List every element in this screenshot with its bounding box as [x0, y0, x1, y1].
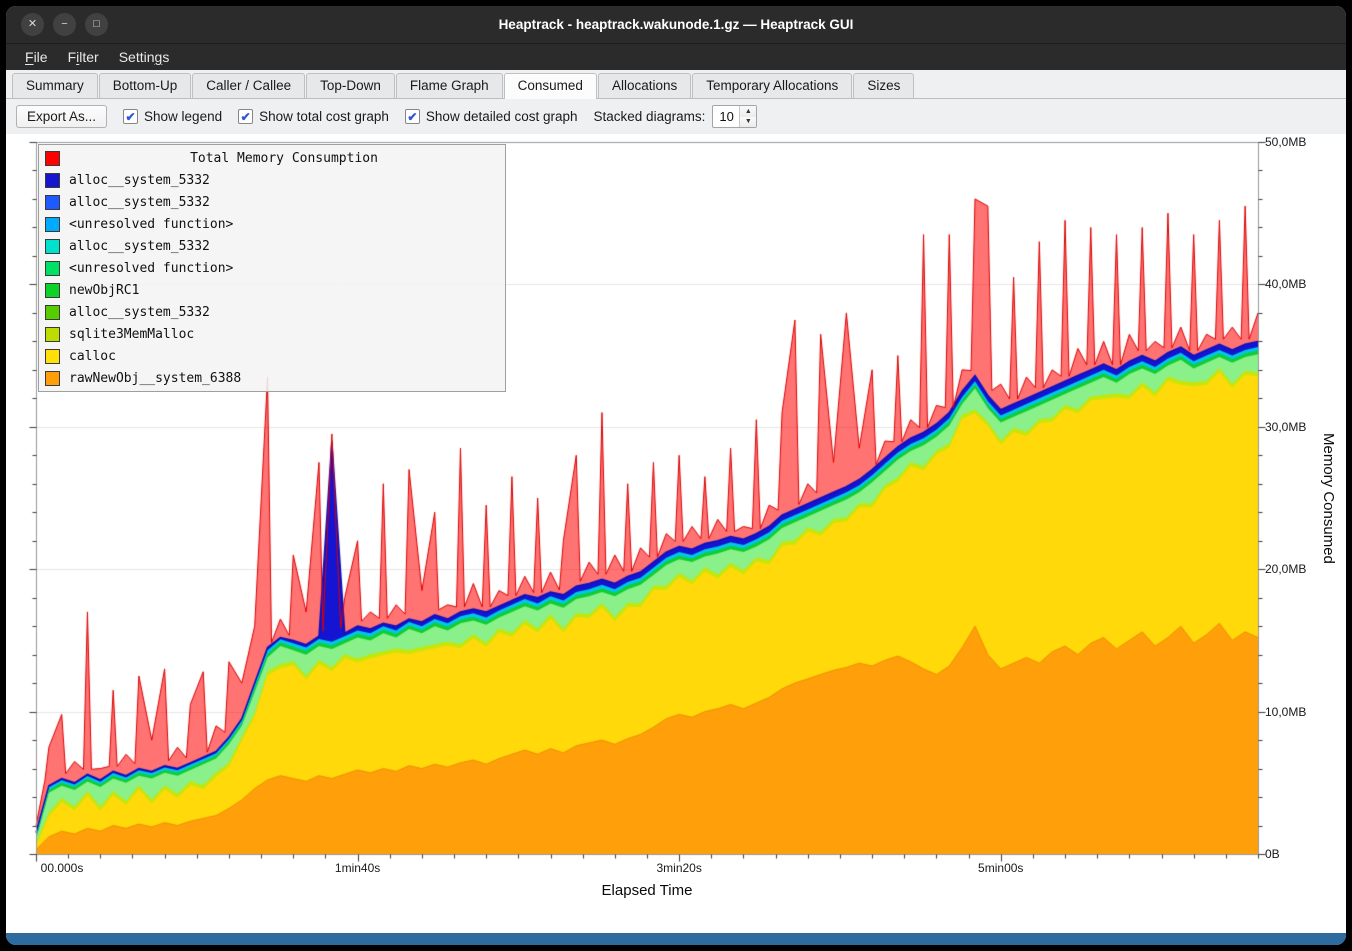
legend-label: alloc__system_5332	[69, 194, 210, 210]
legend-label: <unresolved function>	[69, 216, 234, 232]
legend-label: alloc__system_5332	[69, 304, 210, 320]
legend-label: calloc	[69, 348, 116, 364]
legend-swatch	[45, 348, 60, 364]
show-legend-label: Show legend	[144, 109, 223, 124]
tab-flame-graph[interactable]: Flame Graph	[395, 73, 503, 98]
stacked-diagrams-spinbox[interactable]: 10 ▲ ▼	[712, 105, 758, 128]
legend-swatch	[45, 194, 60, 210]
legend-item: alloc__system_5332	[39, 301, 505, 323]
window-title: Heaptrack - heaptrack.wakunode.1.gz — He…	[498, 17, 854, 32]
tab-allocations[interactable]: Allocations	[597, 73, 692, 98]
y-tick-label: 0B	[1265, 847, 1280, 861]
minimize-icon: −	[61, 18, 68, 30]
stacked-diagrams-value[interactable]: 10	[719, 109, 734, 124]
x-tick-label: 3min20s	[656, 861, 702, 875]
legend-item: newObjRC1	[39, 279, 505, 301]
tab-bottom-up[interactable]: Bottom-Up	[98, 73, 192, 98]
tab-sizes[interactable]: Sizes	[853, 73, 915, 98]
y-axis-title: Memory Consumed	[1320, 433, 1337, 564]
stacked-diagrams-group: Stacked diagrams: 10 ▲ ▼	[594, 105, 758, 128]
legend-item: rawNewObj__system_6388	[39, 367, 505, 389]
y-tick-label: 50,0MB	[1265, 135, 1307, 149]
legend-swatch	[45, 216, 60, 232]
menubar: File Filter Settings	[6, 44, 1346, 70]
export-as-button[interactable]: Export As...	[16, 105, 108, 128]
show-legend-checkbox[interactable]: ✔ Show legend	[123, 109, 222, 124]
tab-temporary-allocations[interactable]: Temporary Allocations	[692, 73, 853, 98]
legend-swatch	[45, 172, 60, 188]
show-total-cost-checkbox[interactable]: ✔ Show total cost graph	[238, 109, 389, 124]
legend-label: alloc__system_5332	[69, 238, 210, 254]
x-tick-label: 5min00s	[978, 861, 1024, 875]
legend-item: alloc__system_5332	[39, 169, 505, 191]
legend-item: <unresolved function>	[39, 213, 505, 235]
legend-label: sqlite3MemMalloc	[69, 326, 195, 342]
tab-summary[interactable]: Summary	[12, 73, 98, 98]
show-total-cost-label: Show total cost graph	[259, 109, 389, 124]
stacked-diagrams-label: Stacked diagrams:	[593, 109, 706, 124]
legend-label: newObjRC1	[69, 282, 140, 298]
checkmark-icon: ✔	[238, 109, 254, 124]
legend-item: calloc	[39, 345, 505, 367]
spin-up-button[interactable]: ▲	[740, 106, 757, 117]
legend-swatch	[45, 326, 60, 342]
y-tick-label: 30,0MB	[1265, 419, 1307, 434]
legend-swatch	[45, 238, 60, 254]
chart-legend: Total Memory Consumption alloc__system_5…	[38, 144, 506, 392]
menu-item-file[interactable]: File	[25, 49, 48, 65]
heaptrack-window: ✕ − □ Heaptrack - heaptrack.wakunode.1.g…	[6, 6, 1346, 945]
menu-item-settings[interactable]: Settings	[118, 49, 170, 65]
y-tick-label: 20,0MB	[1265, 562, 1307, 577]
tabbar: Summary Bottom-Up Caller / Callee Top-Down F…	[6, 70, 1346, 99]
legend-title-row: Total Memory Consumption	[39, 147, 505, 169]
legend-swatch	[45, 304, 60, 320]
legend-swatch	[45, 370, 60, 386]
memory-consumption-chart: Total Memory Consumption alloc__system_5…	[6, 134, 1346, 933]
x-tick-label: 00.000s	[40, 861, 84, 875]
legend-item: <unresolved function>	[39, 257, 505, 279]
legend-label: <unresolved function>	[69, 260, 234, 276]
legend-swatch	[45, 282, 60, 298]
tab-top-down[interactable]: Top-Down	[306, 73, 395, 98]
spin-down-button[interactable]: ▼	[740, 116, 757, 127]
window-bottom-edge	[6, 933, 1346, 945]
chevron-down-icon: ▼	[744, 118, 752, 126]
legend-item: alloc__system_5332	[39, 235, 505, 257]
tab-consumed[interactable]: Consumed	[503, 73, 597, 99]
legend-item: sqlite3MemMalloc	[39, 323, 505, 345]
close-button[interactable]: ✕	[21, 13, 44, 36]
legend-title: Total Memory Consumption	[190, 150, 378, 166]
minimize-button[interactable]: −	[53, 13, 76, 36]
legend-label: alloc__system_5332	[69, 172, 210, 188]
titlebar[interactable]: ✕ − □ Heaptrack - heaptrack.wakunode.1.g…	[6, 6, 1346, 44]
y-tick-label: 10,0MB	[1265, 704, 1307, 719]
legend-item: alloc__system_5332	[39, 191, 505, 213]
checkmark-icon: ✔	[123, 109, 139, 124]
tab-caller-callee[interactable]: Caller / Callee	[192, 73, 306, 98]
show-detailed-cost-checkbox[interactable]: ✔ Show detailed cost graph	[404, 109, 578, 124]
menu-item-filter[interactable]: Filter	[67, 49, 99, 65]
chevron-up-icon: ▲	[744, 107, 752, 115]
legend-title-swatch	[45, 150, 60, 166]
show-detailed-cost-label: Show detailed cost graph	[425, 109, 578, 124]
y-tick-label: 40,0MB	[1265, 277, 1307, 292]
x-axis-title: Elapsed Time	[601, 882, 693, 899]
maximize-button[interactable]: □	[85, 13, 108, 36]
legend-label: rawNewObj__system_6388	[69, 370, 242, 386]
maximize-icon: □	[93, 18, 100, 30]
close-icon: ✕	[27, 18, 38, 30]
toolbar: Export As... ✔ Show legend ✔ Show total …	[6, 99, 1346, 134]
checkmark-icon: ✔	[404, 109, 420, 124]
x-tick-label: 1min40s	[334, 861, 381, 875]
legend-swatch	[45, 260, 60, 276]
